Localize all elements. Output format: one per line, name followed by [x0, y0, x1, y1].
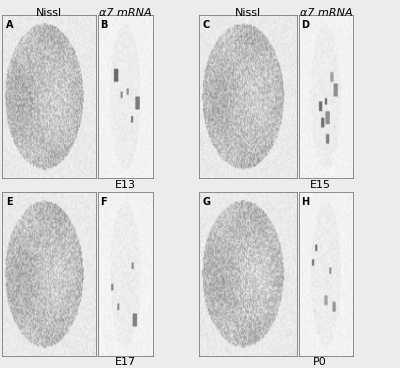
- Text: H: H: [301, 197, 309, 207]
- Text: α7 mRNA: α7 mRNA: [300, 8, 352, 18]
- Text: E17: E17: [114, 357, 136, 367]
- Text: G: G: [203, 197, 211, 207]
- Text: A: A: [6, 20, 13, 30]
- Text: Nissl: Nissl: [36, 8, 62, 18]
- Text: F: F: [100, 197, 107, 207]
- Text: P0: P0: [313, 357, 327, 367]
- Text: α7 mRNA: α7 mRNA: [99, 8, 151, 18]
- Text: B: B: [100, 20, 108, 30]
- Text: Nissl: Nissl: [235, 8, 261, 18]
- Text: D: D: [301, 20, 309, 30]
- Text: E13: E13: [114, 180, 136, 190]
- Text: E15: E15: [310, 180, 330, 190]
- Text: C: C: [203, 20, 210, 30]
- Text: E: E: [6, 197, 12, 207]
